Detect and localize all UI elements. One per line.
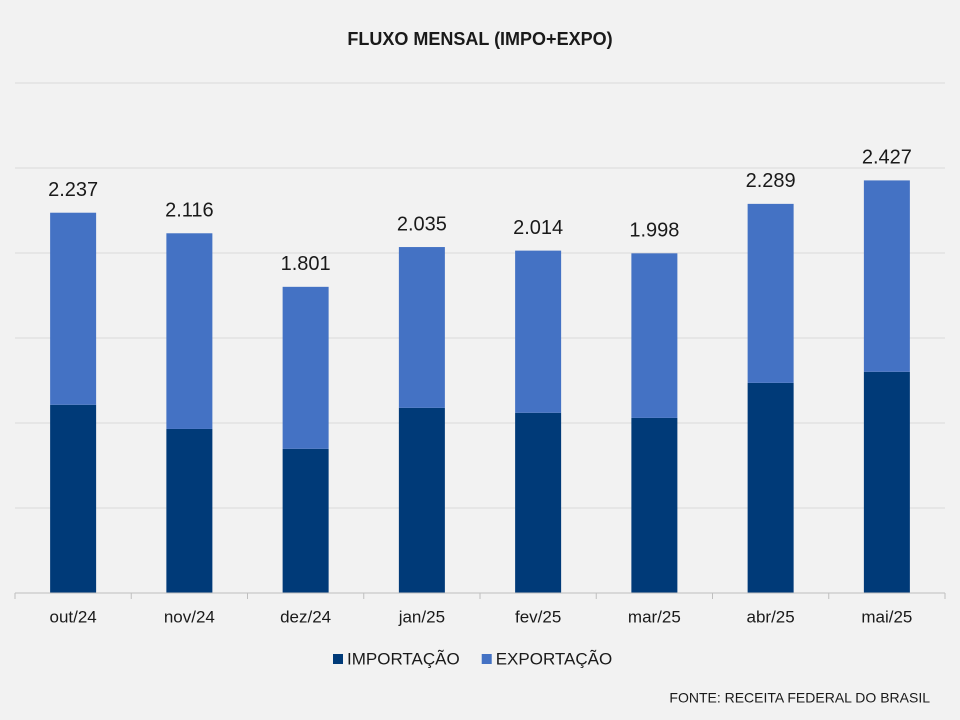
total-label: 1.801 [281, 253, 331, 275]
bar-segment [747, 382, 794, 593]
bar-segment [515, 250, 562, 413]
total-label: 2.014 [513, 217, 563, 239]
total-label: 2.427 [862, 147, 912, 169]
x-tick-label: abr/25 [747, 607, 795, 626]
x-tick-label: jan/25 [398, 607, 445, 626]
bar-segment [282, 448, 329, 593]
bar-segment [747, 203, 794, 383]
bar-segment [515, 412, 562, 593]
bar-segment [50, 212, 97, 405]
total-label: 1.998 [629, 220, 679, 242]
x-tick-label: fev/25 [515, 607, 561, 626]
x-tick-label: mar/25 [628, 607, 681, 626]
bar-segment [863, 180, 910, 372]
legend-swatch [481, 654, 492, 664]
source-note: FONTE: RECEITA FEDERAL DO BRASIL [669, 690, 930, 706]
chart-title: FLUXO MENSAL (IMPO+EXPO) [347, 29, 612, 49]
x-tick-label: mai/25 [861, 607, 912, 626]
bar-segment [50, 404, 97, 593]
total-label: 2.116 [165, 200, 214, 222]
bar-segment [863, 371, 910, 593]
bar-segment [398, 247, 445, 408]
legend-label: EXPORTAÇÃO [496, 649, 613, 668]
bar-segment [631, 417, 678, 593]
bar-segment [398, 407, 445, 593]
total-label: 2.289 [746, 170, 796, 192]
legend-swatch [333, 654, 343, 664]
bar-segment [166, 428, 213, 593]
total-label: 2.237 [48, 179, 98, 201]
x-tick-label: nov/24 [164, 607, 215, 626]
bar-segment [166, 233, 213, 429]
x-tick-label: out/24 [49, 607, 96, 626]
x-tick-label: dez/24 [280, 607, 331, 626]
total-label: 2.035 [397, 213, 447, 235]
bar-segment [282, 286, 329, 449]
bar-segment [631, 253, 678, 418]
legend-label: IMPORTAÇÃO [347, 649, 460, 668]
